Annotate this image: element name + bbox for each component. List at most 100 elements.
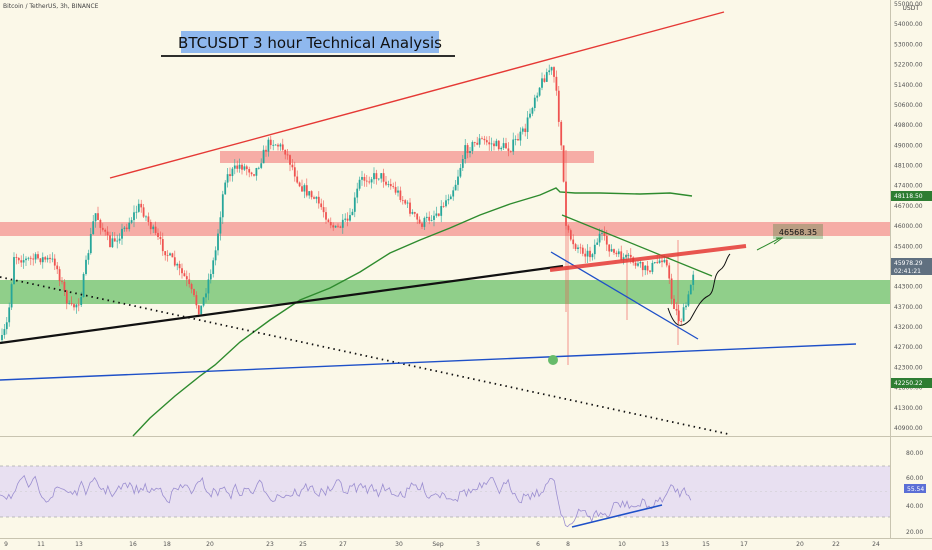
candle (61, 277, 63, 285)
symbol-label: Bitcoin / TetherUS, 3h, BINANCE (3, 3, 99, 10)
resistance-zone-upper (220, 151, 594, 163)
candle (245, 164, 248, 176)
candle (685, 302, 687, 310)
candle (171, 252, 174, 258)
candle (569, 228, 572, 242)
rsi-tick-label: 40.00 (906, 503, 923, 510)
candle (675, 302, 678, 316)
candle (10, 282, 13, 311)
candle (435, 206, 438, 218)
black-trend-line (0, 264, 564, 345)
candle (598, 228, 601, 247)
blue-support-line (0, 343, 857, 381)
time-tick-label: 11 (37, 541, 45, 548)
candle (579, 243, 582, 254)
rsi-tick-label: 80.00 (906, 450, 923, 457)
candle (293, 161, 296, 182)
annotation-box (773, 224, 823, 239)
candle (130, 217, 133, 225)
candle (651, 260, 654, 275)
candle (334, 225, 337, 229)
candle (128, 217, 131, 232)
price-tick-label: 51400.00 (894, 82, 923, 89)
candle (670, 273, 673, 305)
candle (495, 138, 498, 147)
candle (253, 174, 255, 177)
price-tick-label: 50600.00 (894, 102, 923, 109)
price-tick-label: 47400.00 (894, 183, 923, 190)
time-tick-label: 3 (476, 541, 480, 548)
candle (615, 250, 618, 257)
candle (267, 137, 270, 157)
candle (200, 305, 203, 315)
candle (545, 68, 548, 82)
candle (370, 176, 373, 189)
candle (289, 154, 291, 172)
candle (279, 142, 282, 151)
candle (440, 200, 443, 223)
candle (149, 219, 152, 235)
resistance-zone (0, 222, 890, 236)
candle (512, 132, 515, 155)
candle (101, 223, 104, 232)
candle (133, 205, 135, 228)
candle (73, 303, 75, 311)
price-tick-label: 43200.00 (894, 324, 923, 331)
candle (176, 262, 179, 271)
time-tick-label: 20 (206, 541, 214, 548)
candle (682, 303, 685, 322)
candle (190, 282, 193, 294)
price-tick-label: 49000.00 (894, 142, 923, 149)
support-zone (0, 280, 890, 304)
candle (591, 252, 594, 261)
price-tick-label: 55000.00 (894, 1, 923, 8)
time-tick-label: 25 (299, 541, 307, 548)
candle (411, 209, 414, 215)
candle (106, 226, 109, 241)
candle (586, 244, 589, 263)
candle (574, 242, 577, 251)
candle (437, 213, 440, 217)
svg-text:55.54: 55.54 (907, 486, 924, 493)
candle (255, 167, 258, 181)
rsi-axis: 80.00 60.00 40.00 20.00 55.54 (904, 450, 926, 536)
candle (224, 180, 227, 195)
price-tick-label: 46000.00 (894, 223, 923, 230)
candle (363, 173, 366, 187)
candle (178, 260, 181, 276)
candle (425, 212, 428, 222)
rsi-badge: 55.54 (904, 484, 926, 493)
time-tick-label: 18 (163, 541, 171, 548)
candle (217, 229, 219, 256)
candle (164, 250, 167, 261)
candle (531, 106, 534, 117)
candle (483, 135, 486, 145)
price-tick-label: 42300.00 (894, 364, 923, 371)
time-tick-label: 15 (702, 541, 710, 548)
candle (44, 256, 47, 263)
candle (637, 260, 639, 268)
candle (152, 224, 155, 233)
candle (104, 228, 107, 236)
time-tick-label: 13 (75, 541, 83, 548)
candle (286, 148, 289, 160)
candle (543, 74, 546, 83)
candle (65, 289, 68, 310)
candle (373, 167, 375, 184)
candle (505, 137, 507, 149)
candle (193, 288, 195, 298)
candle (358, 176, 361, 191)
candle (459, 163, 462, 179)
candle (161, 232, 164, 256)
svg-text:45978.29: 45978.29 (894, 260, 923, 267)
candle (313, 195, 315, 200)
candle (231, 166, 234, 182)
time-axis: 9 11 13 16 18 20 23 25 27 30 Sep 3 6 8 10 13 15 17 20 22 24 (4, 541, 880, 548)
candle (13, 252, 15, 285)
candle (207, 273, 210, 301)
candle (466, 142, 469, 159)
candle (454, 180, 457, 191)
candle (70, 296, 73, 306)
